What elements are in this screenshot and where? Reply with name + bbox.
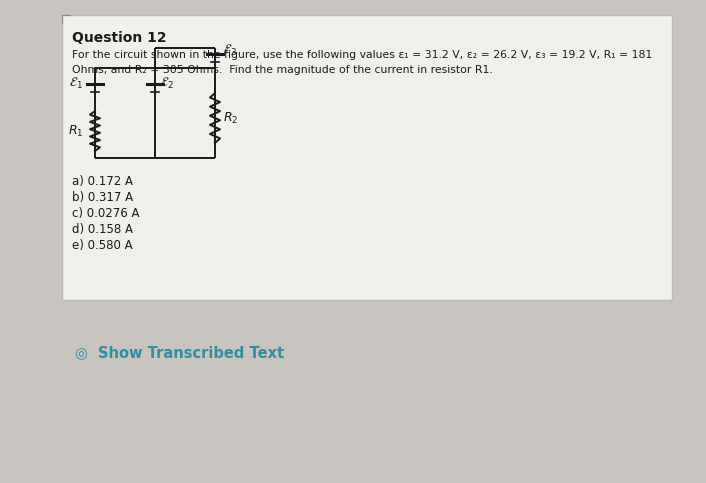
Text: b) 0.317 A: b) 0.317 A [72, 191, 133, 204]
Text: $\mathcal{E}_3$: $\mathcal{E}_3$ [223, 43, 237, 57]
Text: $R_2$: $R_2$ [223, 111, 239, 126]
Text: $R_1$: $R_1$ [68, 124, 83, 139]
Text: e) 0.580 A: e) 0.580 A [72, 239, 133, 252]
Text: For the circuit shown in the figure, use the following values ε₁ = 31.2 V, ε₂ = : For the circuit shown in the figure, use… [72, 50, 652, 60]
Text: Ohms, and R₂ = 305 Ohms.  Find the magnitude of the current in resistor R1.: Ohms, and R₂ = 305 Ohms. Find the magnit… [72, 65, 493, 75]
FancyBboxPatch shape [62, 15, 672, 300]
Text: c) 0.0276 A: c) 0.0276 A [72, 207, 140, 220]
Text: Question 12: Question 12 [72, 31, 167, 45]
Text: ◎  Show Transcribed Text: ◎ Show Transcribed Text [75, 345, 284, 360]
Text: $\mathcal{E}_1$: $\mathcal{E}_1$ [69, 75, 83, 90]
Text: d) 0.158 A: d) 0.158 A [72, 223, 133, 236]
Text: a) 0.172 A: a) 0.172 A [72, 175, 133, 188]
Text: $\mathcal{E}_2$: $\mathcal{E}_2$ [160, 75, 174, 90]
